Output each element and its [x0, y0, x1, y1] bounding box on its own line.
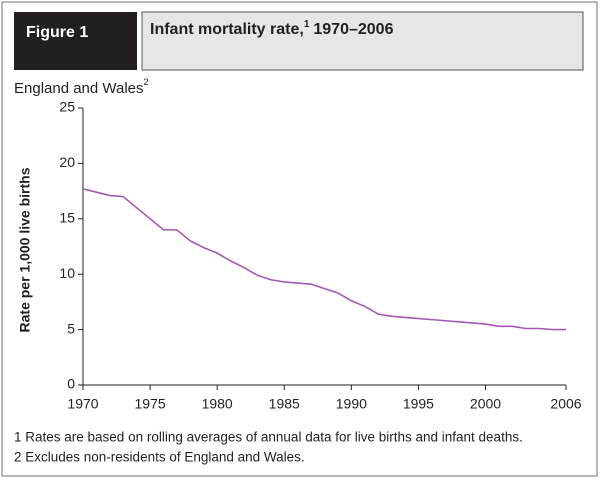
y-tick-label: 25 [59, 99, 75, 115]
subtitle-note: 2 [144, 77, 149, 87]
y-tick-label: 0 [67, 376, 75, 392]
frame [1, 1, 598, 477]
title-text: Infant mortality rate, [150, 21, 304, 38]
x-tick-label: 1980 [202, 396, 233, 412]
x-tick-label: 1970 [67, 396, 98, 412]
x-tick-label: 2006 [550, 396, 581, 412]
x-tick-label: 1995 [403, 396, 434, 412]
figure-label-box [14, 12, 137, 70]
chart-title: Infant mortality rate,1 1970–2006 [150, 19, 394, 39]
x-tick-label: 1975 [135, 396, 166, 412]
x-tick-label: 1985 [269, 396, 300, 412]
title-note: 1 [304, 19, 310, 30]
title-period: 1970–2006 [313, 21, 393, 38]
x-tick-label: 2000 [470, 396, 501, 412]
footnote: 1 Rates are based on rolling averages of… [14, 430, 523, 445]
title-box [141, 11, 584, 71]
y-tick-label: 5 [67, 320, 75, 336]
footnote: 2 Excludes non-residents of England and … [14, 450, 305, 465]
subtitle-text: England and Wales [14, 80, 144, 97]
y-tick-label: 15 [59, 210, 75, 226]
subtitle: England and Wales2 [14, 77, 149, 97]
y-axis-label: Rate per 1,000 live births [17, 167, 33, 332]
x-tick-label: 1990 [336, 396, 367, 412]
figure-label: Figure 1 [26, 24, 88, 41]
data-line [82, 188, 566, 331]
y-tick-label: 10 [59, 265, 75, 281]
y-tick-label: 20 [59, 154, 75, 170]
